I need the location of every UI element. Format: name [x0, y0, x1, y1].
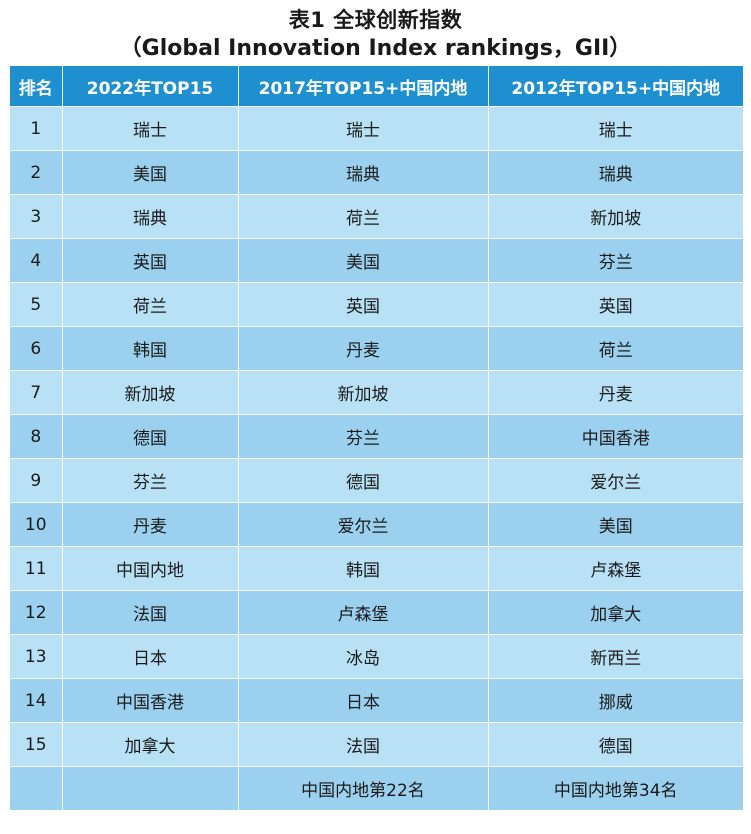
cell-2022: 中国内地: [62, 546, 239, 591]
header-2017: 2017年TOP15+中国内地: [238, 66, 489, 107]
rank-cell: 3: [10, 194, 63, 239]
rank-cell: 6: [10, 326, 63, 371]
cell-2022: 法国: [62, 590, 239, 635]
cell-2022: 德国: [62, 414, 239, 459]
cell-2017: 冰岛: [238, 634, 489, 679]
table-row: 4 英国 美国 芬兰: [10, 238, 743, 283]
rank-cell: 8: [10, 414, 63, 459]
cell-2022: 英国: [62, 238, 239, 283]
table-row: 10 丹麦 爱尔兰 美国: [10, 502, 743, 547]
cell-2017: 法国: [238, 722, 489, 767]
cell-2012: 爱尔兰: [488, 458, 743, 503]
table-row-china-rank: 中国内地第22名 中国内地第34名: [10, 766, 743, 810]
cell-2017: 爱尔兰: [238, 502, 489, 547]
rank-cell: 2: [10, 150, 63, 195]
table-row: 14 中国香港 日本 挪威: [10, 678, 743, 723]
table-row: 1 瑞士 瑞士 瑞士: [10, 106, 743, 151]
cell-2017: 韩国: [238, 546, 489, 591]
cell-2012: 英国: [488, 282, 743, 327]
table-row: 13 日本 冰岛 新西兰: [10, 634, 743, 679]
table-row: 7 新加坡 新加坡 丹麦: [10, 370, 743, 415]
rank-cell: 13: [10, 634, 63, 679]
cell-2017: 中国内地第22名: [238, 766, 489, 810]
rank-cell: 7: [10, 370, 63, 415]
cell-2022: [62, 766, 239, 810]
cell-2022: 中国香港: [62, 678, 239, 723]
cell-2022: 美国: [62, 150, 239, 195]
cell-2022: 新加坡: [62, 370, 239, 415]
cell-2022: 芬兰: [62, 458, 239, 503]
table-subtitle: （Global Innovation Index rankings，GII）: [119, 36, 632, 61]
cell-2017: 美国: [238, 238, 489, 283]
header-2012: 2012年TOP15+中国内地: [488, 66, 743, 107]
rank-cell: [10, 766, 63, 810]
rank-cell: 1: [10, 106, 63, 151]
cell-2012: 挪威: [488, 678, 743, 723]
gii-ranking-table: 排名 2022年TOP15 2017年TOP15+中国内地 2012年TOP15…: [10, 66, 743, 810]
table-row: 8 德国 芬兰 中国香港: [10, 414, 743, 459]
table-row: 15 加拿大 法国 德国: [10, 722, 743, 767]
cell-2022: 瑞士: [62, 106, 239, 151]
cell-2017: 日本: [238, 678, 489, 723]
title-block: 表1 全球创新指数 （Global Innovation Index ranki…: [0, 0, 751, 66]
cell-2012: 中国香港: [488, 414, 743, 459]
cell-2012: 瑞士: [488, 106, 743, 151]
cell-2022: 日本: [62, 634, 239, 679]
header-rank: 排名: [10, 66, 63, 107]
table-row: 3 瑞典 荷兰 新加坡: [10, 194, 743, 239]
cell-2012: 瑞典: [488, 150, 743, 195]
rank-cell: 10: [10, 502, 63, 547]
rank-cell: 12: [10, 590, 63, 635]
cell-2012: 新西兰: [488, 634, 743, 679]
header-2022: 2022年TOP15: [62, 66, 239, 107]
table-row: 5 荷兰 英国 英国: [10, 282, 743, 327]
header-row: 排名 2022年TOP15 2017年TOP15+中国内地 2012年TOP15…: [10, 66, 743, 107]
cell-2022: 瑞典: [62, 194, 239, 239]
table-row: 6 韩国 丹麦 荷兰: [10, 326, 743, 371]
cell-2022: 荷兰: [62, 282, 239, 327]
rank-cell: 4: [10, 238, 63, 283]
rank-cell: 5: [10, 282, 63, 327]
cell-2012: 新加坡: [488, 194, 743, 239]
cell-2012: 中国内地第34名: [488, 766, 743, 810]
cell-2012: 丹麦: [488, 370, 743, 415]
table-row: 11 中国内地 韩国 卢森堡: [10, 546, 743, 591]
cell-2022: 加拿大: [62, 722, 239, 767]
cell-2017: 新加坡: [238, 370, 489, 415]
cell-2012: 荷兰: [488, 326, 743, 371]
cell-2017: 卢森堡: [238, 590, 489, 635]
cell-2017: 瑞士: [238, 106, 489, 151]
cell-2012: 卢森堡: [488, 546, 743, 591]
cell-2017: 芬兰: [238, 414, 489, 459]
cell-2017: 瑞典: [238, 150, 489, 195]
table-title: 表1 全球创新指数: [288, 8, 463, 32]
cell-2017: 荷兰: [238, 194, 489, 239]
cell-2012: 加拿大: [488, 590, 743, 635]
cell-2012: 德国: [488, 722, 743, 767]
cell-2017: 丹麦: [238, 326, 489, 371]
cell-2017: 德国: [238, 458, 489, 503]
table-row: 2 美国 瑞典 瑞典: [10, 150, 743, 195]
table-row: 12 法国 卢森堡 加拿大: [10, 590, 743, 635]
rank-cell: 15: [10, 722, 63, 767]
cell-2012: 美国: [488, 502, 743, 547]
cell-2017: 英国: [238, 282, 489, 327]
cell-2012: 芬兰: [488, 238, 743, 283]
rank-cell: 11: [10, 546, 63, 591]
rank-cell: 14: [10, 678, 63, 723]
rank-cell: 9: [10, 458, 63, 503]
cell-2022: 韩国: [62, 326, 239, 371]
table-row: 9 芬兰 德国 爱尔兰: [10, 458, 743, 503]
cell-2022: 丹麦: [62, 502, 239, 547]
